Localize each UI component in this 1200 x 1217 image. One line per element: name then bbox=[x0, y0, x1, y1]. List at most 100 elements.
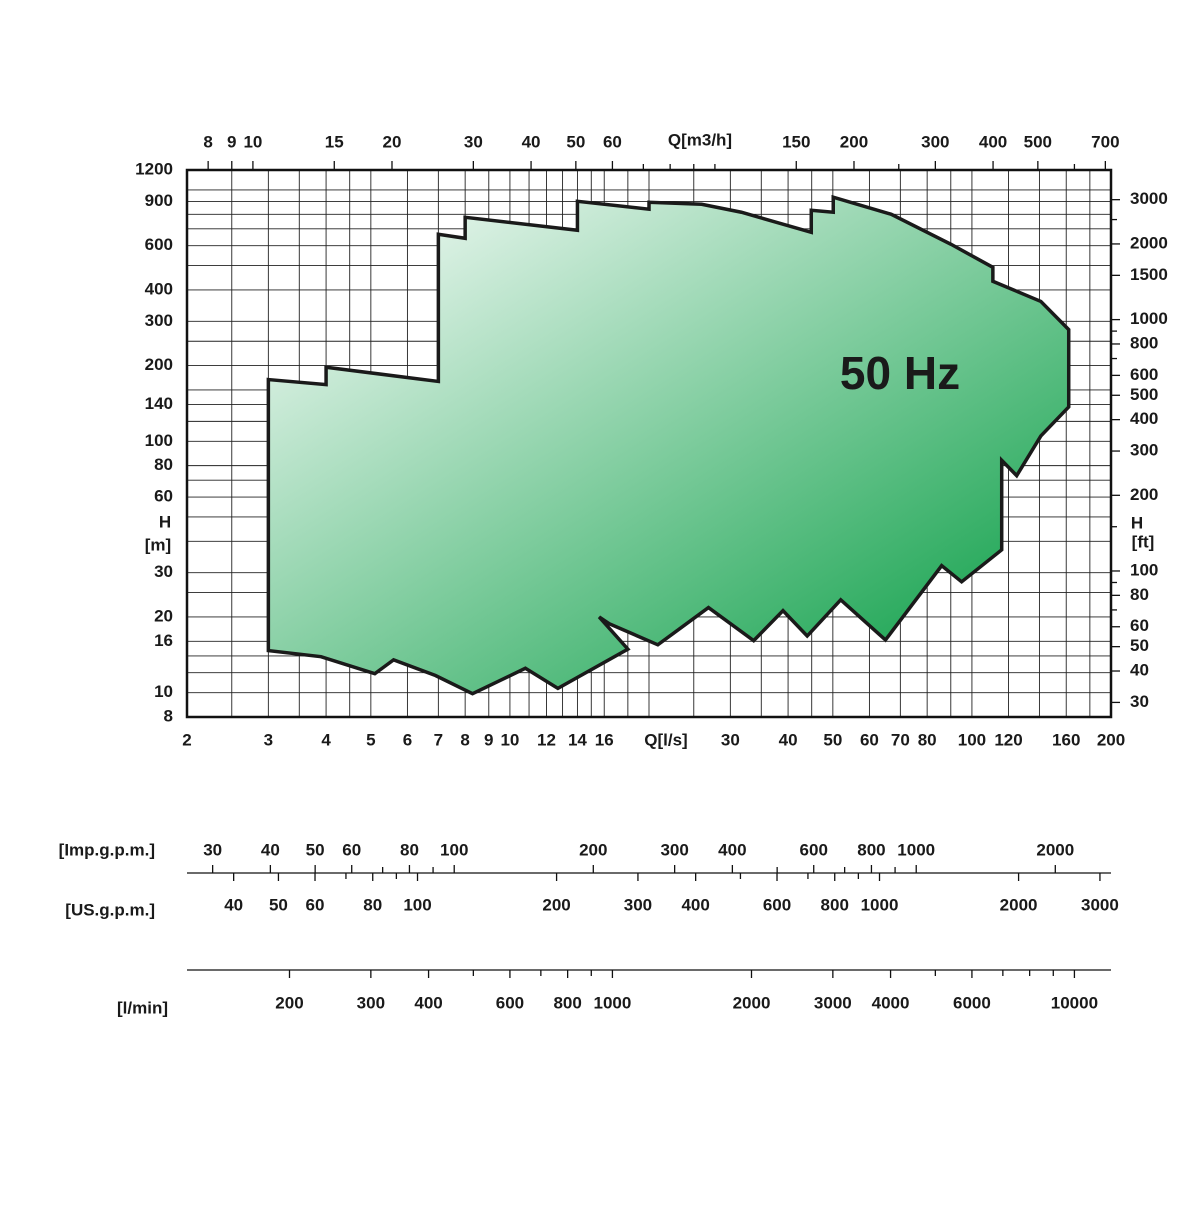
scale-tick-label: 200 bbox=[542, 895, 570, 914]
x2-tick-label: 200 bbox=[840, 132, 868, 151]
x-tick-label: 4 bbox=[321, 730, 331, 749]
y2-tick-label: 3000 bbox=[1130, 189, 1168, 208]
plot-frame bbox=[185, 168, 1113, 719]
y2-tick-label: 80 bbox=[1130, 585, 1149, 604]
y-tick-label: 600 bbox=[145, 235, 173, 254]
y2-tick-label: 100 bbox=[1130, 560, 1158, 579]
scale-tick-label: 300 bbox=[357, 993, 385, 1012]
scale-tick-label: 400 bbox=[681, 895, 709, 914]
y2-tick-label: 60 bbox=[1130, 616, 1149, 635]
y2-tick-label: 300 bbox=[1130, 441, 1158, 460]
scale-label: [US.g.p.m.] bbox=[65, 900, 155, 919]
y-tick-label: 80 bbox=[154, 455, 173, 474]
scale-tick-label: 600 bbox=[763, 895, 791, 914]
x2-tick-label: 300 bbox=[921, 132, 949, 151]
x2-tick-label: 8 bbox=[203, 132, 212, 151]
scale-tick-label: 200 bbox=[275, 993, 303, 1012]
x-tick-label: 70 bbox=[891, 730, 910, 749]
scale-tick-label: 60 bbox=[342, 840, 361, 859]
x-tick-label: 200 bbox=[1097, 730, 1125, 749]
y2-tick-label: 800 bbox=[1130, 333, 1158, 352]
annotation: 50 Hz bbox=[840, 347, 960, 399]
scale-tick-label: 40 bbox=[224, 895, 243, 914]
x2-tick-label: 30 bbox=[464, 132, 483, 151]
scale-tick-label: 1000 bbox=[861, 895, 899, 914]
x-tick-label: 40 bbox=[779, 730, 798, 749]
y2-tick-label: 400 bbox=[1130, 409, 1158, 428]
x2-tick-label: 150 bbox=[782, 132, 810, 151]
x-tick-label: 60 bbox=[860, 730, 879, 749]
y2-axis-label: H bbox=[1131, 513, 1143, 532]
scale-tick-label: 2000 bbox=[1036, 840, 1074, 859]
y-tick-label: 16 bbox=[154, 631, 173, 650]
y-tick-label: 30 bbox=[154, 562, 173, 581]
x2-tick-label: 9 bbox=[227, 132, 236, 151]
scale-tick-label: 10000 bbox=[1051, 993, 1098, 1012]
x-tick-label: 3 bbox=[264, 730, 273, 749]
x2-tick-label: 500 bbox=[1024, 132, 1052, 151]
scale-tick-label: 200 bbox=[579, 840, 607, 859]
scale-tick-label: 800 bbox=[553, 993, 581, 1012]
y2-tick-label: 200 bbox=[1130, 485, 1158, 504]
y2-tick-label: 30 bbox=[1130, 692, 1149, 711]
x-tick-label: 7 bbox=[434, 730, 443, 749]
y-tick-label: 10 bbox=[154, 682, 173, 701]
scale-tick-label: 1000 bbox=[897, 840, 935, 859]
x-tick-label: 50 bbox=[823, 730, 842, 749]
scale-tick-label: 800 bbox=[857, 840, 885, 859]
x-tick-label: 16 bbox=[595, 730, 614, 749]
y-tick-label: 60 bbox=[154, 487, 173, 506]
x2-tick-label: 400 bbox=[979, 132, 1007, 151]
scale-tick-label: 6000 bbox=[953, 993, 991, 1012]
x-tick-label: 9 bbox=[484, 730, 493, 749]
x-tick-label: 6 bbox=[403, 730, 412, 749]
x-tick-label: 100 bbox=[958, 730, 986, 749]
x-tick-label: 2 bbox=[182, 730, 191, 749]
scale-tick-label: 300 bbox=[624, 895, 652, 914]
x-tick-label: 12 bbox=[537, 730, 556, 749]
scale-tick-label: 400 bbox=[414, 993, 442, 1012]
scale-label: [l/min] bbox=[117, 998, 168, 1017]
scale-tick-label: 4000 bbox=[872, 993, 910, 1012]
y-tick-label: 300 bbox=[145, 311, 173, 330]
x2-tick-label: 50 bbox=[566, 132, 585, 151]
x-axis-label: Q[l/s] bbox=[644, 730, 687, 749]
y2-tick-label: 1000 bbox=[1130, 309, 1168, 328]
y2-tick-label: 600 bbox=[1130, 365, 1158, 384]
x-tick-label: 5 bbox=[366, 730, 375, 749]
y-tick-label: 100 bbox=[145, 431, 173, 450]
scale-tick-label: 2000 bbox=[733, 993, 771, 1012]
x2-axis-label: Q[m3/h] bbox=[668, 130, 732, 149]
scale-tick-label: 3000 bbox=[1081, 895, 1119, 914]
y2-tick-label: 50 bbox=[1130, 636, 1149, 655]
y2-tick-label: 2000 bbox=[1130, 233, 1168, 252]
scale-tick-label: 30 bbox=[203, 840, 222, 859]
x-tick-label: 10 bbox=[500, 730, 519, 749]
x2-tick-label: 10 bbox=[243, 132, 262, 151]
scale-tick-label: 1000 bbox=[594, 993, 632, 1012]
y-tick-label: 8 bbox=[164, 706, 173, 725]
x2-tick-label: 40 bbox=[522, 132, 541, 151]
y-tick-label: 140 bbox=[145, 394, 173, 413]
x2-tick-label: 15 bbox=[325, 132, 344, 151]
scale-tick-label: 600 bbox=[800, 840, 828, 859]
x-tick-label: 30 bbox=[721, 730, 740, 749]
scale-tick-label: 600 bbox=[496, 993, 524, 1012]
scale-tick-label: 80 bbox=[400, 840, 419, 859]
y-tick-label: 1200 bbox=[135, 159, 173, 178]
x-tick-label: 120 bbox=[994, 730, 1022, 749]
scale-tick-label: 3000 bbox=[814, 993, 852, 1012]
performance-area bbox=[266, 194, 1071, 696]
x-tick-label: 14 bbox=[568, 730, 587, 749]
scale-tick-label: 40 bbox=[261, 840, 280, 859]
scale-tick-label: 800 bbox=[821, 895, 849, 914]
y-tick-label: 400 bbox=[145, 279, 173, 298]
scale-tick-label: 2000 bbox=[1000, 895, 1038, 914]
scale-tick-label: 100 bbox=[440, 840, 468, 859]
x2-tick-label: 700 bbox=[1091, 132, 1119, 151]
scale-tick-label: 400 bbox=[718, 840, 746, 859]
x-tick-label: 8 bbox=[460, 730, 469, 749]
scale-label: [Imp.g.p.m.] bbox=[59, 840, 155, 859]
